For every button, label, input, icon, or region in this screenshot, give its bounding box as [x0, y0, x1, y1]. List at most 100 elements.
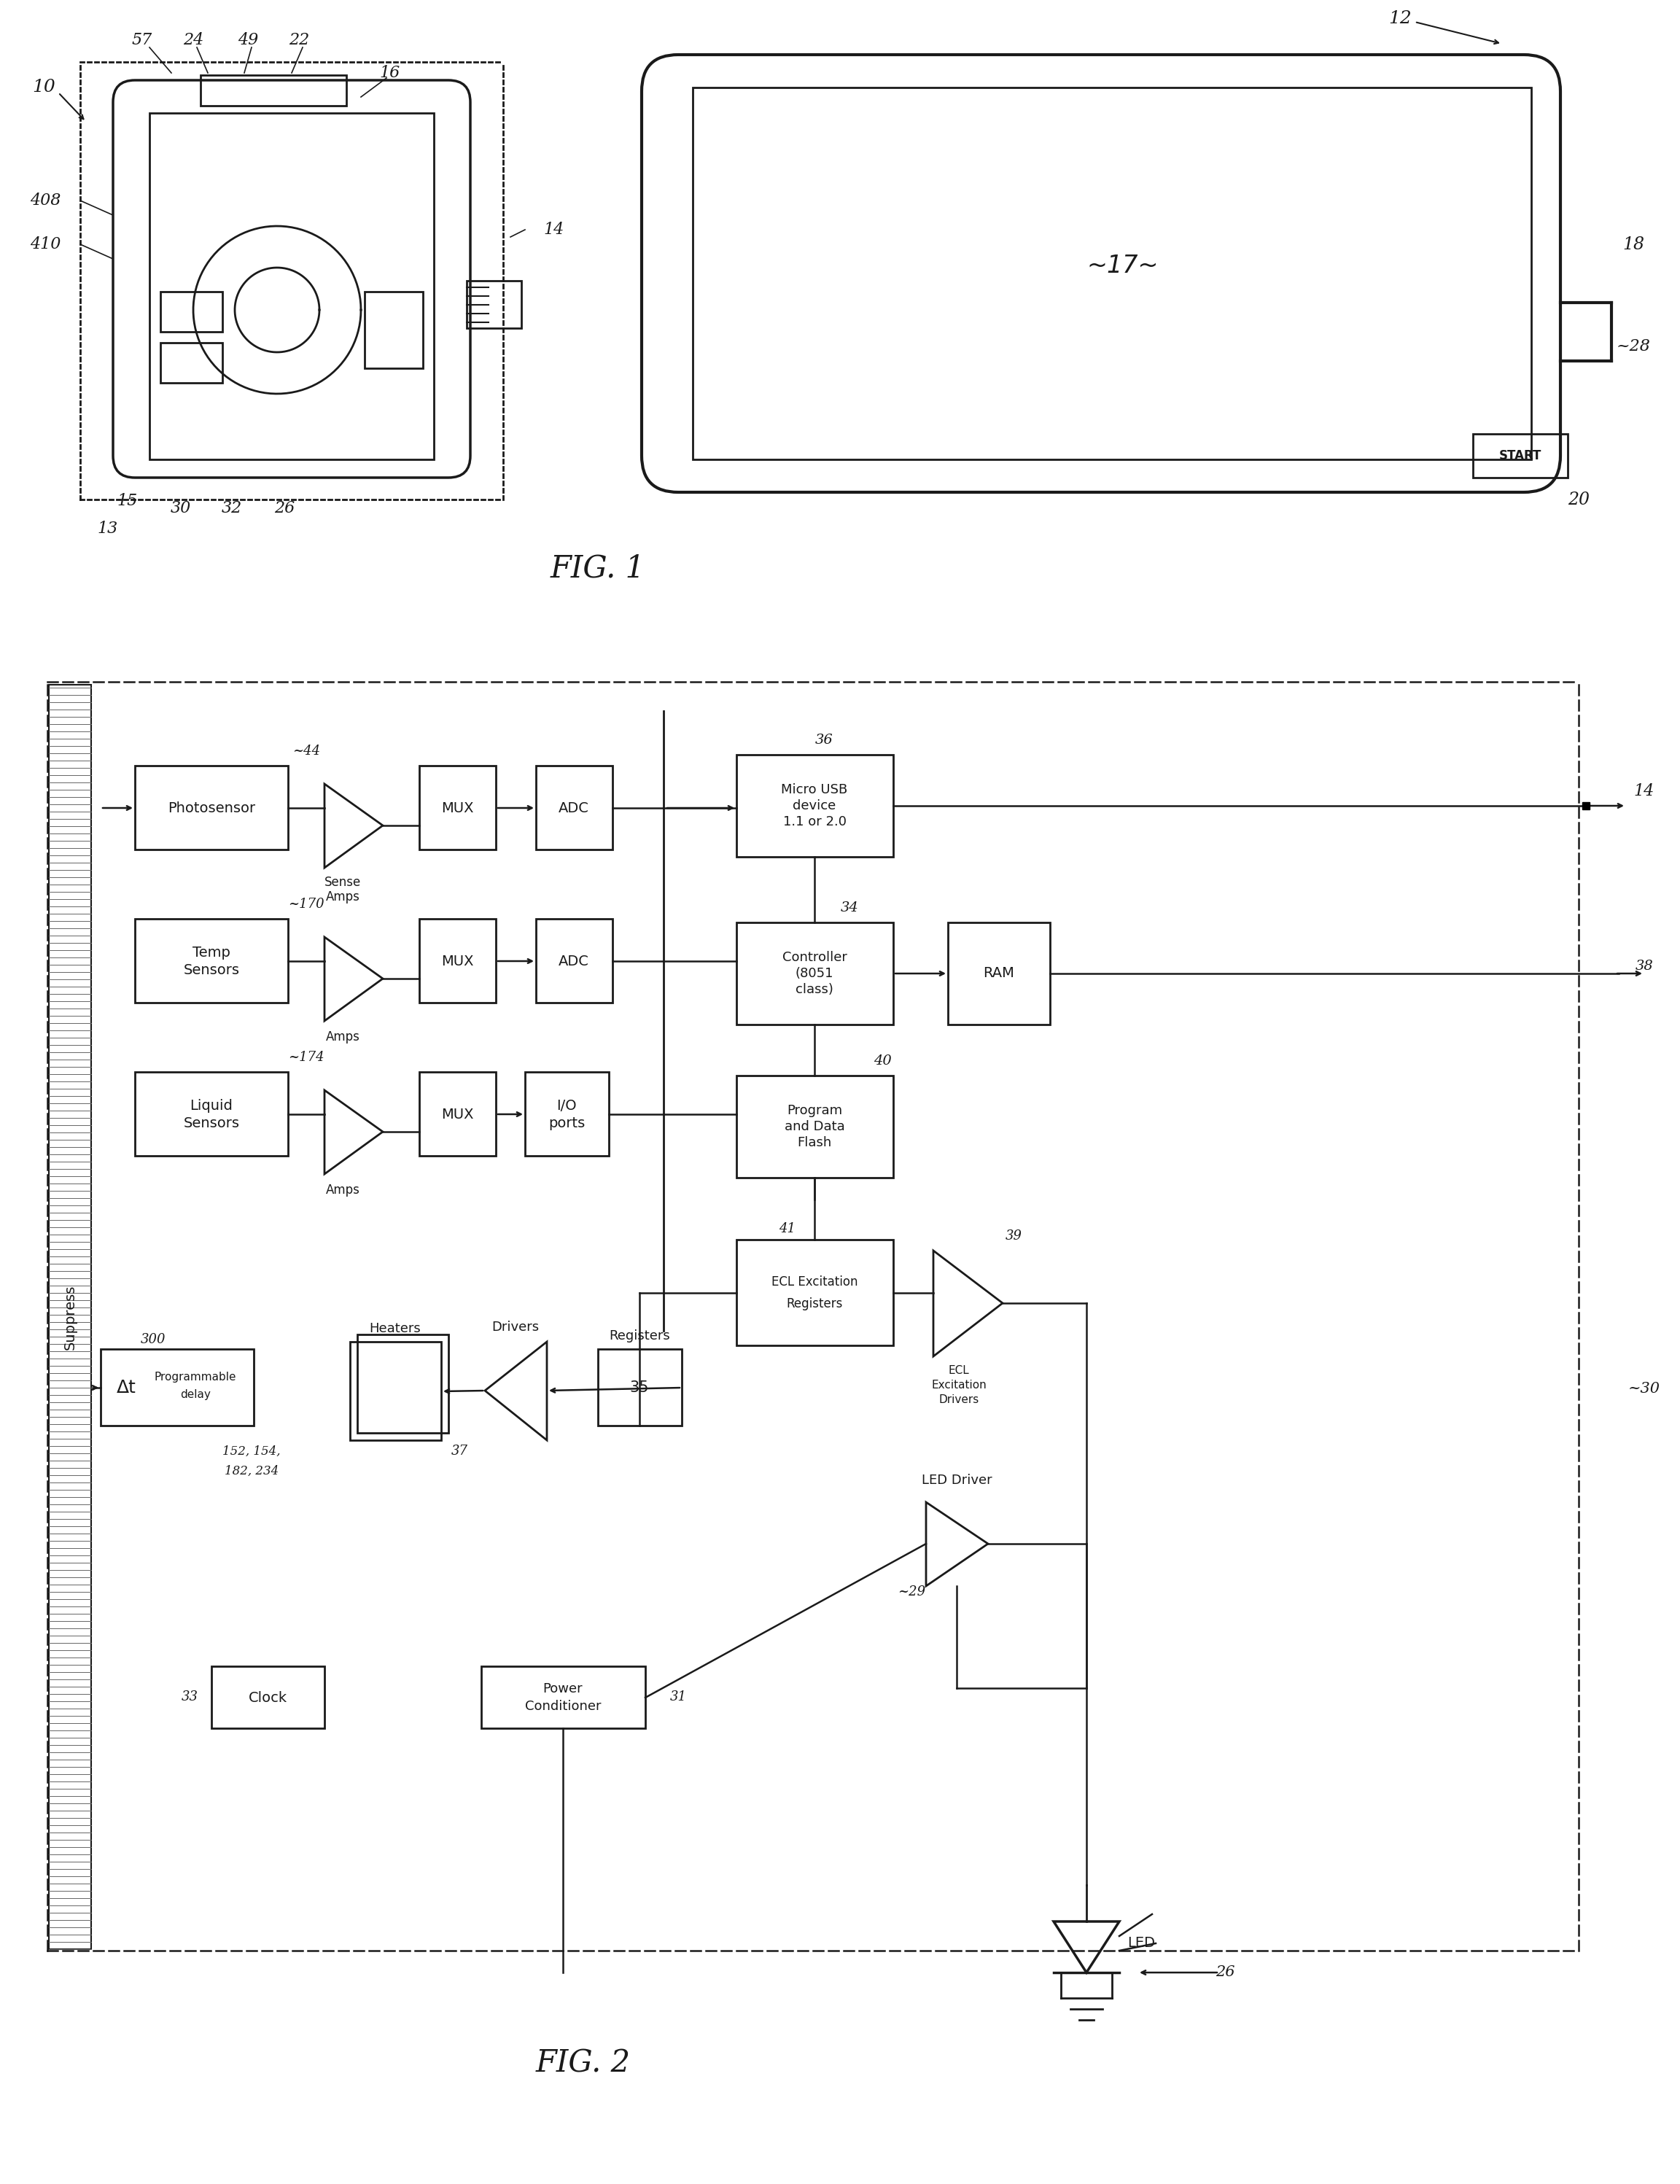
Text: 35: 35	[630, 1380, 648, 1396]
Bar	[948, 922, 1050, 1024]
Bar	[349, 1341, 442, 1439]
Text: 410: 410	[30, 236, 60, 253]
Text: Registers: Registers	[786, 1297, 843, 1310]
Text: START: START	[1499, 450, 1542, 463]
Text: 10: 10	[32, 79, 55, 96]
Text: ~29: ~29	[897, 1586, 926, 1599]
Text: 38: 38	[1635, 959, 1653, 972]
Text: MUX: MUX	[440, 954, 474, 968]
Bar	[420, 767, 496, 850]
Bar	[420, 919, 496, 1002]
Text: ~44: ~44	[292, 745, 321, 758]
Text: Flash: Flash	[798, 1136, 832, 1149]
Bar	[200, 74, 346, 105]
Text: ~28: ~28	[1616, 339, 1650, 354]
Text: ECL Excitation: ECL Excitation	[771, 1275, 858, 1289]
Bar	[736, 1241, 894, 1345]
Text: Controller: Controller	[783, 950, 847, 963]
Bar	[150, 114, 433, 459]
Bar	[212, 1666, 324, 1728]
Bar	[524, 1072, 608, 1155]
Bar	[160, 293, 222, 332]
Bar	[692, 87, 1530, 459]
Text: LED: LED	[1127, 1937, 1156, 1950]
Text: 33: 33	[181, 1690, 198, 1704]
Text: and Data: and Data	[785, 1120, 845, 1133]
Text: 49: 49	[237, 33, 259, 48]
Bar	[467, 282, 521, 328]
Text: Δt: Δt	[116, 1378, 136, 1396]
Text: Programmable: Programmable	[155, 1372, 237, 1382]
Text: 57: 57	[133, 33, 153, 48]
Text: 12: 12	[1388, 11, 1411, 26]
Bar	[736, 756, 894, 856]
Bar	[736, 922, 894, 1024]
Bar	[536, 767, 613, 850]
Text: Sensors: Sensors	[183, 963, 240, 976]
Text: device: device	[793, 799, 837, 812]
Text: ECL: ECL	[949, 1365, 969, 1376]
Text: 24: 24	[183, 33, 203, 48]
Text: I/O: I/O	[556, 1099, 576, 1112]
Text: 30: 30	[171, 500, 192, 515]
Text: delay: delay	[180, 1389, 210, 1400]
Bar	[49, 686, 91, 1948]
Text: 14: 14	[1635, 784, 1655, 799]
Bar	[134, 1072, 287, 1155]
Text: MUX: MUX	[440, 802, 474, 815]
Text: Photosensor: Photosensor	[168, 802, 255, 815]
Text: 18: 18	[1623, 236, 1645, 253]
Text: Temp: Temp	[193, 946, 230, 959]
Bar	[420, 1072, 496, 1155]
Bar	[134, 919, 287, 1002]
Text: Conditioner: Conditioner	[524, 1699, 601, 1712]
Text: FIG. 2: FIG. 2	[536, 2049, 630, 2079]
Text: 152, 154,: 152, 154,	[222, 1446, 281, 1457]
Text: Micro USB: Micro USB	[781, 784, 848, 797]
Text: Excitation: Excitation	[931, 1380, 986, 1391]
Text: ports: ports	[548, 1116, 585, 1129]
Text: RAM: RAM	[983, 968, 1015, 981]
Text: Power: Power	[543, 1682, 583, 1695]
Text: 408: 408	[30, 192, 60, 207]
Bar	[1473, 435, 1567, 478]
Text: (8051: (8051	[795, 968, 833, 981]
Text: 13: 13	[97, 520, 118, 537]
Text: 14: 14	[544, 223, 564, 238]
Text: 16: 16	[380, 66, 400, 81]
Bar	[134, 767, 287, 850]
Text: ADC: ADC	[558, 802, 590, 815]
Text: Registers: Registers	[608, 1330, 670, 1343]
Text: ~174: ~174	[289, 1051, 324, 1064]
Bar	[365, 293, 423, 369]
Text: FIG. 1: FIG. 1	[551, 553, 645, 583]
Text: 37: 37	[450, 1444, 467, 1457]
Bar	[536, 919, 613, 1002]
Text: Clock: Clock	[249, 1690, 287, 1704]
Text: 1.1 or 2.0: 1.1 or 2.0	[783, 815, 847, 828]
Text: ~30: ~30	[1628, 1382, 1660, 1396]
Text: Sensors: Sensors	[183, 1116, 240, 1129]
Bar	[358, 1334, 449, 1433]
Bar	[736, 1075, 894, 1177]
Text: 34: 34	[840, 902, 858, 915]
Text: 40: 40	[874, 1055, 892, 1068]
Text: MUX: MUX	[440, 1107, 474, 1120]
Text: 39: 39	[1005, 1230, 1021, 1243]
Text: Liquid: Liquid	[190, 1099, 234, 1112]
Text: Amps: Amps	[326, 1184, 360, 1197]
Text: class): class)	[796, 983, 833, 996]
Text: ADC: ADC	[558, 954, 590, 968]
Text: 26: 26	[1215, 1966, 1235, 1979]
Bar	[480, 1666, 645, 1728]
Text: Sense: Sense	[324, 876, 361, 889]
Text: 182, 234: 182, 234	[225, 1465, 279, 1476]
Text: 22: 22	[289, 33, 309, 48]
Text: Program: Program	[786, 1105, 842, 1118]
Text: ~17~: ~17~	[1087, 253, 1159, 277]
Text: 32: 32	[222, 500, 242, 515]
Text: 41: 41	[780, 1223, 796, 1236]
Text: 15: 15	[118, 494, 138, 509]
Bar	[598, 1350, 682, 1426]
Text: Heaters: Heaters	[370, 1321, 422, 1334]
